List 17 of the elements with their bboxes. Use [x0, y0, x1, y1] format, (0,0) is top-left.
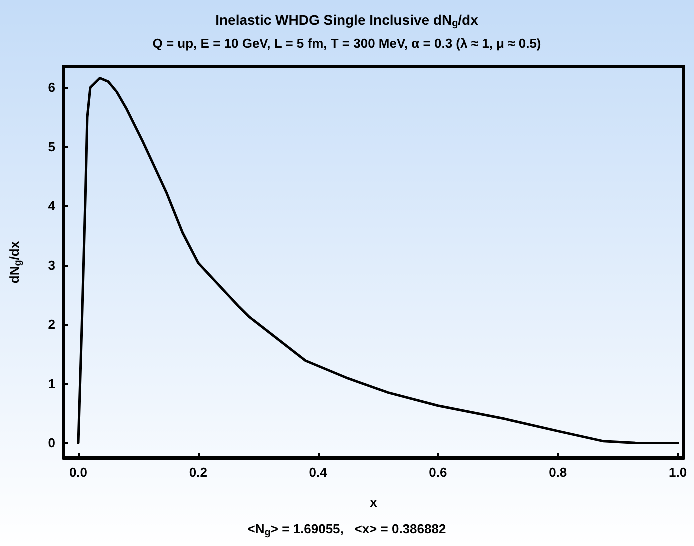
y-tick-label: 2 — [48, 317, 56, 332]
x-tick-label: 0.6 — [429, 465, 448, 480]
x-tick-label: 1.0 — [668, 465, 688, 480]
x-axis-title: x — [370, 495, 378, 510]
y-tick-label: 4 — [48, 198, 56, 214]
y-tick-label: 5 — [48, 139, 56, 154]
chart-subtitle: Q = up, E = 10 GeV, L = 5 fm, T = 300 MeV, α = 0.3 (λ ≈ 1, μ ≈ 0.5) — [152, 36, 542, 51]
x-tick-label: 0.8 — [549, 465, 568, 480]
x-tick-label: 0.4 — [309, 465, 328, 480]
y-tick-label: 1 — [48, 376, 56, 392]
x-tick-label: 0.0 — [69, 465, 88, 480]
y-tick-label: 6 — [48, 80, 56, 96]
line-series — [77, 77, 680, 444]
y-tick-label: 3 — [48, 258, 56, 273]
x-tick-label: 0.2 — [189, 465, 208, 480]
y-axis-title: dNg/dx — [7, 240, 24, 284]
y-tick-label: 0 — [48, 436, 56, 451]
